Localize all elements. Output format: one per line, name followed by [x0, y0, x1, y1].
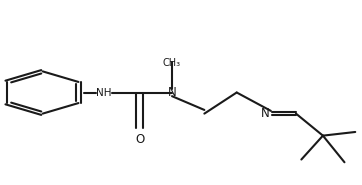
Text: CH₃: CH₃ [163, 58, 181, 68]
Text: N: N [261, 107, 270, 120]
Text: N: N [168, 86, 176, 99]
Text: O: O [135, 133, 144, 146]
Text: NH: NH [96, 88, 111, 97]
